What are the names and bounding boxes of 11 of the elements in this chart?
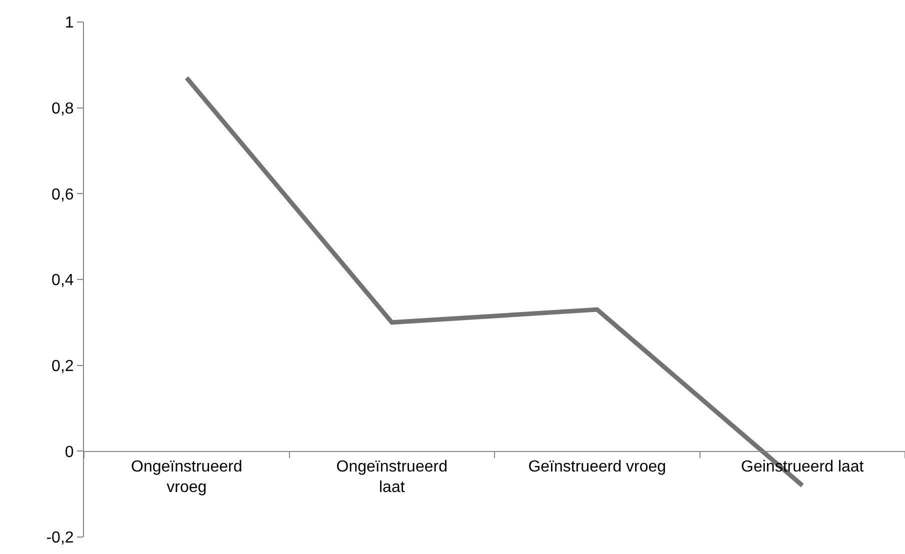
x-tick-label: Geïnstrueerd vroeg	[528, 458, 666, 476]
y-tick-label: 1	[64, 14, 74, 32]
y-tick-label: 0,6	[52, 186, 74, 204]
x-tick-label: Ongeïnstrueerd laat	[336, 458, 448, 496]
x-tick-label: Geinstrueerd laat	[741, 458, 864, 476]
y-tick-label: -0,2	[46, 530, 74, 547]
y-tick-label: 0,4	[52, 272, 74, 290]
y-tick-label: 0,2	[52, 358, 74, 375]
x-tick-label: Ongeïnstrueerd vroeg	[131, 458, 242, 496]
y-tick-label: 0,8	[52, 100, 74, 118]
y-tick-label: 0	[64, 444, 74, 461]
